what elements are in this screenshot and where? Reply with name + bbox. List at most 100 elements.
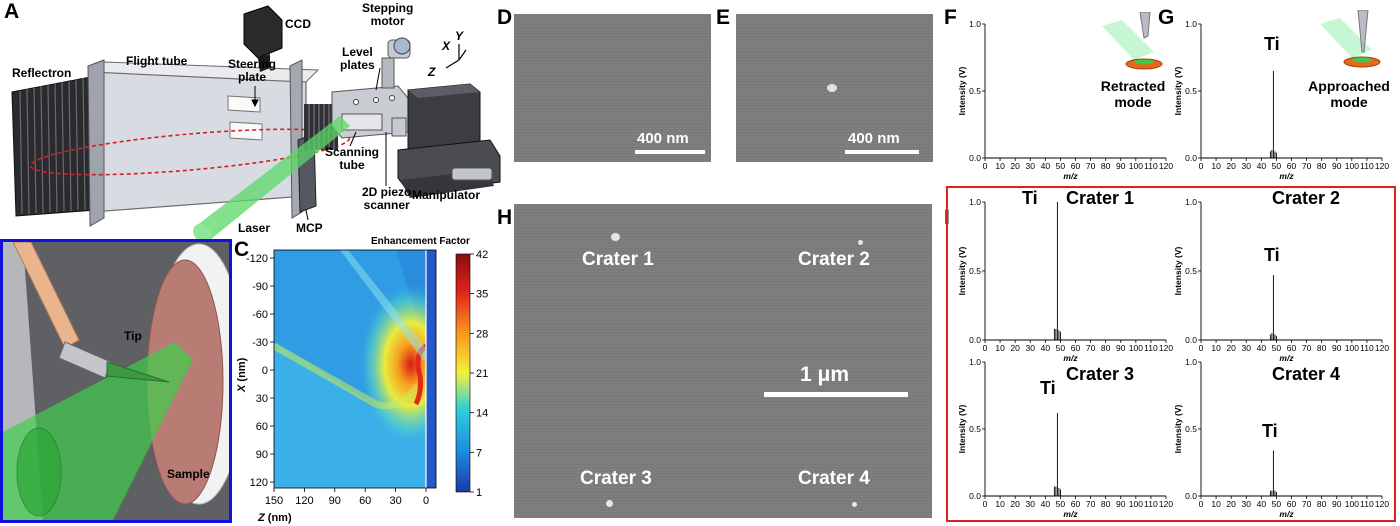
map-ytick-label: 0	[262, 365, 268, 377]
spectrum-plot: 0.0 0.5 1.0 0 10 20 30 40 50 60 70 80 90 100 110 120 m/z…	[957, 197, 1173, 363]
sem-image-e: 400 nm	[736, 14, 933, 162]
y-axis-label: Intensity (V)	[957, 405, 967, 454]
panel-label-f: F	[944, 6, 957, 29]
laser-beam	[196, 116, 350, 240]
y-tick-label: 0.5	[969, 424, 981, 434]
left-flange	[87, 59, 105, 227]
crater-spectra-frame	[946, 186, 1396, 522]
spectrum-title-i1: Crater 1	[1066, 188, 1135, 208]
retracted-mode-icon	[1102, 12, 1163, 70]
map-xtick-label: 90	[329, 495, 341, 507]
crater-2-dot	[858, 240, 863, 245]
label-ccd: CCD	[285, 17, 311, 31]
x-tick-label: 90	[1332, 161, 1342, 171]
y-axis-label: Intensity (V)	[1173, 247, 1183, 296]
x-tick-label: 60	[1287, 161, 1297, 171]
spectrum-plot: 0.0 0.5 1.0 0 10 20 30 40 50 60 70 80 90 100 110 120 m/z…	[957, 19, 1173, 181]
x-tick-label: 0	[1199, 343, 1204, 353]
tip-closeup-render	[3, 242, 229, 520]
map-ytick-label: 60	[256, 421, 268, 433]
colorbar-title: Enhancement Factor	[371, 236, 470, 247]
x-tick-label: 30	[1026, 161, 1036, 171]
label-mcp: MCP	[296, 221, 323, 235]
x-tick-label: 20	[1010, 499, 1020, 509]
x-tick-label: 110	[1360, 343, 1374, 353]
label-scanning-tube: Scanning tube	[325, 145, 380, 172]
x-tick-label: 70	[1302, 499, 1312, 509]
x-tick-label: 30	[1026, 343, 1036, 353]
x-tick-label: 60	[1287, 343, 1297, 353]
x-tick-label: 10	[1211, 343, 1221, 353]
x-tick-label: 80	[1317, 161, 1327, 171]
spectrum-plot: 0.0 0.5 1.0 0 10 20 30 40 50 60 70 80 90 100 110 120 m/z…	[1173, 357, 1389, 519]
panel-label-g: G	[1158, 6, 1175, 29]
x-axis-label: m/z	[1279, 353, 1294, 363]
axis-triad	[445, 44, 467, 69]
x-tick-label: 40	[1041, 161, 1051, 171]
colorbar-tick-label: 42	[476, 249, 488, 261]
crater-2-label: Crater 2	[798, 249, 870, 270]
crater-3-label: Crater 3	[580, 468, 652, 489]
x-tick-label: 110	[1144, 499, 1158, 509]
x-tick-label: 60	[1071, 343, 1081, 353]
approached-mode-icon	[1320, 10, 1381, 68]
map-ytick-label: -90	[252, 281, 268, 293]
map-xtick-label: 30	[389, 495, 401, 507]
x-tick-label: 90	[1116, 161, 1126, 171]
panel-label-c: C	[234, 238, 250, 261]
y-tick-label: 1.0	[1185, 197, 1197, 207]
x-tick-label: 0	[1199, 499, 1204, 509]
map-ytick-label: -60	[252, 309, 268, 321]
spectrum-title-i2: Crater 2	[1272, 188, 1341, 208]
x-tick-label: 60	[1071, 161, 1081, 171]
label-manipulator: Manipulator	[412, 188, 480, 202]
x-tick-label: 100	[1345, 161, 1359, 171]
x-tick-label: 90	[1332, 499, 1342, 509]
sem-image-h: Crater 1 Crater 2 Crater 3 Crater 4 1 μm	[514, 204, 932, 518]
map-ytick-label: -30	[252, 337, 268, 349]
instrument-schematic	[11, 5, 501, 243]
x-tick-label: 70	[1086, 499, 1096, 509]
y-tick-label: 0.0	[1185, 335, 1197, 345]
crater-1-dot	[611, 233, 620, 241]
x-tick-label: 0	[1199, 161, 1204, 171]
x-tick-label: 110	[1144, 343, 1158, 353]
stepping-motor	[381, 37, 411, 89]
scale-label-h: 1 μm	[800, 363, 850, 386]
x-axis-label: m/z	[1279, 509, 1294, 519]
y-tick-label: 1.0	[969, 357, 981, 367]
y-tick-label: 0.0	[969, 491, 981, 501]
y-tick-label: 0.0	[969, 335, 981, 345]
manipulator-stage	[391, 83, 501, 198]
label-laser: Laser	[238, 221, 271, 235]
x-axis-label: m/z	[1063, 171, 1078, 181]
label-steering-plate: Steering plate	[228, 57, 277, 84]
x-tick-label: 10	[1211, 499, 1221, 509]
colorbar-tick-label: 7	[476, 447, 482, 459]
x-tick-label: 40	[1257, 343, 1267, 353]
x-tick-label: 40	[1257, 499, 1267, 509]
spectrum-plot: 0.0 0.5 1.0 0 10 20 30 40 50 60 70 80 90 100 110 120 m/z…	[1173, 197, 1389, 363]
x-tick-label: 50	[1056, 161, 1066, 171]
spectrum-plot: 0.0 0.5 1.0 0 10 20 30 40 50 60 70 80 90 100 110 120 m/z…	[1173, 19, 1389, 181]
map-ytick-label: 30	[256, 393, 268, 405]
y-tick-label: 0.5	[969, 266, 981, 276]
map-ytick-label: -120	[246, 253, 268, 265]
x-tick-label: 0	[983, 161, 988, 171]
x-tick-label: 30	[1242, 499, 1252, 509]
scale-label-e: 400 nm	[848, 130, 900, 147]
y-axis-label: Intensity (V)	[1173, 405, 1183, 454]
tip-closeup-frame	[0, 239, 232, 523]
colorbar-tick-label: 1	[476, 487, 482, 499]
retracted-mode-label: Retracted mode	[1100, 78, 1166, 110]
map-xtick-label: 0	[423, 495, 429, 507]
label-level-plates: Level plates	[340, 45, 375, 72]
y-tick-label: 1.0	[969, 197, 981, 207]
scale-bar-h	[764, 392, 908, 397]
y-tick-label: 0.5	[1185, 266, 1197, 276]
label-axis-x: X	[442, 39, 451, 53]
y-tick-label: 1.0	[1185, 357, 1197, 367]
colorbar-tick-label: 28	[476, 328, 488, 340]
y-tick-label: 0.0	[969, 153, 981, 163]
